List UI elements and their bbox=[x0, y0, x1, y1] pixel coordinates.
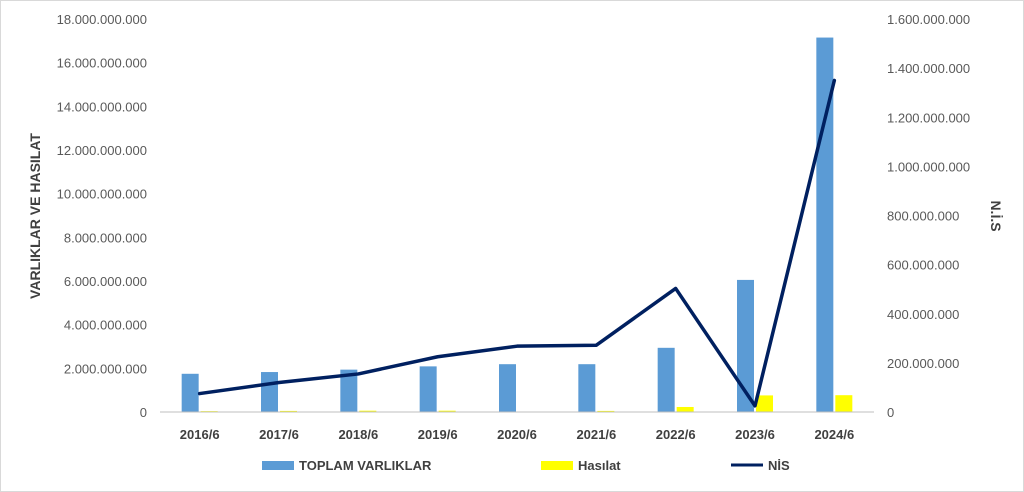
bar-toplam-varliklar bbox=[419, 366, 437, 412]
y-tick-left: 16.000.000.000 bbox=[57, 56, 147, 71]
legend-label-toplam-varliklar: TOPLAM VARLIKLAR bbox=[299, 458, 432, 473]
x-tick-label: 2023/6 bbox=[735, 427, 775, 442]
bar-toplam-varliklar bbox=[340, 369, 358, 412]
x-tick-label: 2016/6 bbox=[180, 427, 220, 442]
bar-hasilat bbox=[676, 406, 694, 412]
legend: TOPLAM VARLIKLAR Hasılat NİS bbox=[262, 458, 790, 473]
bar-hasilat bbox=[597, 410, 615, 412]
y-tick-right: 600.000.000 bbox=[887, 258, 959, 273]
y-tick-left: 2.000.000.000 bbox=[64, 361, 147, 376]
x-tick-label: 2019/6 bbox=[418, 427, 458, 442]
x-tick-label: 2020/6 bbox=[497, 427, 537, 442]
bar-hasilat bbox=[280, 410, 297, 412]
legend-label-nis: NİS bbox=[768, 458, 790, 473]
x-ticks: 2016/6 2017/6 2018/6 2019/6 2020/6 2021/6 2022… bbox=[180, 427, 854, 442]
x-tick-label: 2021/6 bbox=[576, 427, 616, 442]
legend-swatch-toplam-varliklar bbox=[262, 461, 294, 470]
line-nis bbox=[197, 78, 837, 408]
y-tick-right: 1.000.000.000 bbox=[887, 159, 970, 174]
bar-toplam-varliklar bbox=[737, 279, 754, 412]
bar-hasilat bbox=[438, 410, 456, 412]
y-axis-title-right: N.İ.S bbox=[988, 200, 1004, 231]
line-layer bbox=[197, 78, 837, 408]
y-tick-left: 18.000.000.000 bbox=[57, 12, 147, 27]
y-ticks-right: 0 200.000.000 400.000.000 600.000.000 800.00… bbox=[887, 12, 970, 420]
y-tick-right: 400.000.000 bbox=[887, 307, 959, 322]
y-tick-left: 12.000.000.000 bbox=[57, 143, 147, 158]
y-tick-left: 6.000.000.000 bbox=[64, 274, 147, 289]
bar-toplam-varliklar bbox=[657, 347, 675, 412]
bar-hasilat bbox=[835, 395, 853, 412]
y-tick-left: 8.000.000.000 bbox=[64, 230, 147, 245]
y-ticks-left: 0 2.000.000.000 4.000.000.000 6.000.000.000… bbox=[57, 12, 147, 420]
y-tick-right: 0 bbox=[887, 405, 894, 420]
legend-swatch-hasilat bbox=[541, 461, 573, 470]
bar-toplam-varliklar bbox=[181, 373, 199, 412]
bar-toplam-varliklar bbox=[499, 364, 516, 412]
y-tick-right: 200.000.000 bbox=[887, 356, 959, 371]
legend-label-hasilat: Hasılat bbox=[578, 458, 621, 473]
y-tick-right: 1.600.000.000 bbox=[887, 12, 970, 27]
y-tick-left: 0 bbox=[140, 405, 147, 420]
bar-hasilat bbox=[359, 410, 377, 412]
bar-toplam-varliklar bbox=[261, 372, 278, 412]
y-tick-left: 14.000.000.000 bbox=[57, 99, 147, 114]
x-tick-label: 2022/6 bbox=[656, 427, 696, 442]
bar-toplam-varliklar bbox=[578, 364, 596, 412]
x-tick-label: 2018/6 bbox=[338, 427, 378, 442]
x-tick-label: 2024/6 bbox=[814, 427, 854, 442]
x-tick-label: 2017/6 bbox=[259, 427, 299, 442]
y-tick-right: 800.000.000 bbox=[887, 209, 959, 224]
y-tick-left: 10.000.000.000 bbox=[57, 187, 147, 202]
y-axis-title-left: VARLIKLAR VE HASILAT bbox=[27, 133, 43, 299]
y-tick-right: 1.200.000.000 bbox=[887, 110, 970, 125]
y-tick-left: 4.000.000.000 bbox=[64, 318, 147, 333]
bar-hasilat bbox=[756, 395, 773, 412]
y-tick-right: 1.400.000.000 bbox=[887, 61, 970, 76]
